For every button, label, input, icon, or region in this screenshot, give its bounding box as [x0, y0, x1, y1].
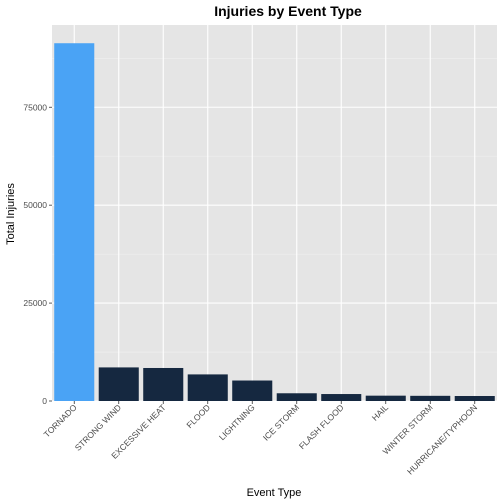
panel-background [52, 25, 497, 401]
y-tick-label: 0 [42, 396, 47, 406]
bar [276, 393, 317, 401]
bar [232, 380, 273, 401]
bar [410, 395, 451, 401]
y-axis-title: Total Injuries [5, 183, 17, 245]
bar [454, 396, 495, 401]
bars [54, 43, 495, 401]
bar [187, 374, 228, 401]
y-tick-label: 25000 [23, 298, 47, 308]
bar [98, 367, 139, 401]
bar [143, 367, 184, 401]
bar [321, 394, 362, 401]
bar [365, 395, 406, 401]
bar [54, 43, 95, 401]
y-tick-label: 75000 [23, 102, 47, 112]
x-axis-title: Event Type [247, 487, 302, 499]
chart-title: Injuries by Event Type [214, 3, 362, 19]
y-tick-label: 50000 [23, 200, 47, 210]
plot-panel [52, 25, 497, 402]
y-axis-ticks: 0 25000 50000 75000 [23, 102, 52, 406]
